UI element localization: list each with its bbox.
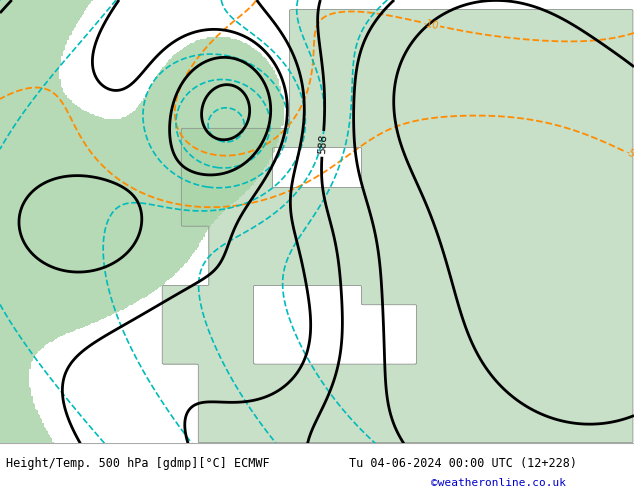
Text: Height/Temp. 500 hPa [gdmp][°C] ECMWF: Height/Temp. 500 hPa [gdmp][°C] ECMWF: [6, 457, 270, 469]
Text: ©weatheronline.co.uk: ©weatheronline.co.uk: [431, 478, 566, 488]
Text: -5: -5: [623, 147, 634, 160]
Text: -10: -10: [422, 18, 439, 31]
Text: Tu 04-06-2024 00:00 UTC (12+228): Tu 04-06-2024 00:00 UTC (12+228): [349, 457, 577, 469]
Text: 588: 588: [317, 134, 328, 154]
